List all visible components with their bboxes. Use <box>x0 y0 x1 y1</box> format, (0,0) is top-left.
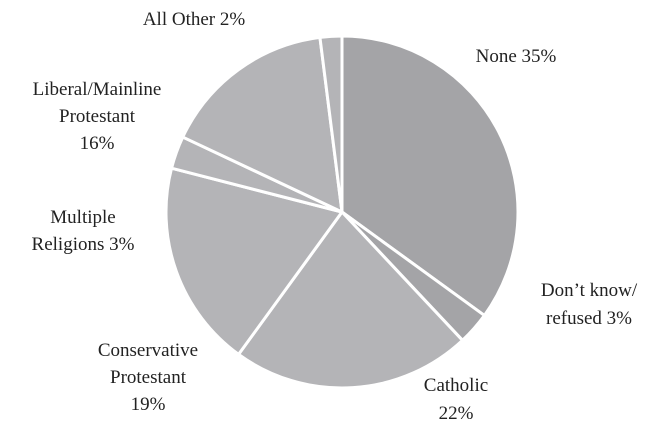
pie-slice-liberal-mainline-protestant <box>181 35 344 214</box>
slice-label-liberal-mainline-protestant: Liberal/Mainline Protestant 16% <box>33 79 162 154</box>
slice-label-all-other: All Other 2% <box>143 9 246 30</box>
slice-label-multiple-religions: Multiple Religions 3% <box>32 207 135 255</box>
slice-label-catholic: Catholic 22% <box>424 375 488 424</box>
slice-label-line: Liberal/Mainline <box>33 79 162 100</box>
slice-label-line: Protestant <box>110 367 187 388</box>
pie-slices <box>164 34 520 390</box>
slice-label-line: 16% <box>80 133 115 154</box>
slice-label-line: Multiple <box>50 207 115 228</box>
slice-label-line: All Other 2% <box>143 9 246 30</box>
pie-labels: None 35% Don’t know/refused 3% Catholic 22%… <box>32 9 638 424</box>
slice-label-line: 19% <box>131 394 166 415</box>
slice-label-none: None 35% <box>476 46 557 67</box>
pie-slice-catholic <box>237 210 464 390</box>
pie-slice-all-other <box>318 34 344 214</box>
slice-label-line: Don’t know/ <box>541 280 638 301</box>
slice-label-don-t-know-refused: Don’t know/refused 3% <box>541 280 638 329</box>
slice-label-line: Protestant <box>59 106 136 127</box>
slice-label-conservative-protestant: Conservative Protestant 19% <box>98 340 198 415</box>
slice-label-line: None 35% <box>476 46 557 67</box>
slice-label-line: Religions 3% <box>32 234 135 255</box>
slice-label-line: refused 3% <box>546 308 632 329</box>
pie-slice-none <box>340 34 520 317</box>
slice-label-line: Catholic <box>424 375 488 396</box>
pie-slice-conservative-protestant <box>164 166 344 356</box>
slice-label-line: Conservative <box>98 340 198 361</box>
slice-label-line: 22% <box>439 403 474 424</box>
